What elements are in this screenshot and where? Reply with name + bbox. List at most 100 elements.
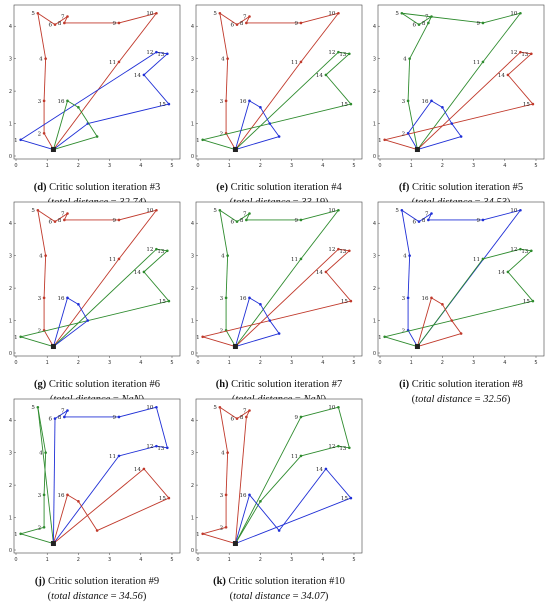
route-segment-blue [52,418,56,544]
y-tick-label: 3 [191,57,194,63]
customer-node [248,409,251,412]
customer-node [167,496,171,500]
x-tick-label: 1 [228,360,231,366]
node-label: 7 [243,408,247,414]
customer-node [235,220,239,223]
x-tick-label: 1 [410,360,413,366]
chart-panel: 0 1 2 3 4 5 0 1 2 3 4 1 2 3 4 5 6 7 8 11 12 13 10 9 16 14 15 (k) Cr… [190,398,368,602]
y-tick-label: 1 [373,122,376,128]
customer-node [259,500,262,503]
node-label: 14 [134,270,141,276]
node-label: 14 [316,467,323,473]
customer-node [349,496,353,500]
node-label: 2 [38,525,42,531]
route-segment-red [235,61,302,150]
customer-node [299,454,303,458]
chart-panel: 0 1 2 3 4 5 0 1 2 3 4 1 2 3 4 5 6 7 8 9 10 13 12 11 16 15 14 (j) Cr… [8,398,186,602]
route-segment-green [78,107,98,137]
customer-node [166,446,169,450]
customer-node [235,417,239,420]
route-segment-red [53,468,145,544]
y-tick-label: 0 [9,351,12,357]
customer-node [337,247,340,251]
customer-node [66,493,69,497]
node-label: 1 [196,532,200,538]
customer-node [44,451,47,454]
node-label: 8 [422,218,426,224]
node-label: 15 [341,102,348,108]
node-label: 8 [240,415,244,421]
node-label: 9 [112,21,116,27]
y-tick-label: 4 [191,24,194,30]
y-tick-label: 3 [373,254,376,260]
route-segment-red [37,12,56,25]
node-label: 8 [58,218,62,224]
x-tick-label: 5 [170,557,173,563]
customer-node [248,99,251,103]
route-segment-blue [260,304,271,321]
customer-node [63,21,66,25]
node-label: 10 [510,11,517,17]
customer-node [408,254,411,257]
node-label: 4 [403,57,407,63]
customer-node [519,50,522,54]
customer-node [224,296,228,300]
y-tick-label: 4 [9,221,12,227]
distance-value: 34.56 [119,591,143,602]
route-segment-green [337,407,350,448]
x-tick-label: 5 [170,163,173,169]
node-label: 7 [243,14,247,20]
route-segment-blue [235,297,250,347]
x-tick-label: 5 [534,360,537,366]
node-label: 8 [422,21,426,27]
customer-node [430,15,433,18]
node-label: 6 [49,220,53,226]
node-label: 2 [220,131,224,137]
node-label: 7 [425,14,429,20]
customer-node [63,218,66,222]
customer-node [248,296,251,300]
route-segment-blue [143,53,168,76]
node-label: 11 [473,257,480,263]
node-label: 7 [61,14,65,20]
x-tick-label: 0 [378,360,381,366]
caption-title-line: (i) Critic solution iteration #8 [372,377,550,392]
x-tick-label: 2 [441,163,444,169]
customer-node [324,73,328,77]
node-label: 1 [378,335,382,341]
route-segment-red [43,255,47,298]
chart-panel: 0 1 2 3 4 5 0 1 2 3 4 2 3 4 5 6 7 8 9 10 11 1 15 14 13 12 16 (g) Cr… [8,201,186,405]
y-tick-label: 3 [191,254,194,260]
route-segment-blue [143,74,170,105]
node-label: 4 [39,57,43,63]
customer-node [349,102,353,106]
node-label: 3 [38,296,42,302]
customer-node [259,303,262,306]
customer-node [77,106,80,109]
route-segment-blue [269,320,280,334]
panel-letter: (i) [399,379,410,390]
customer-node [349,299,353,303]
route-segment-red [219,13,229,59]
x-tick-label: 1 [46,557,49,563]
route-segment-blue [269,123,280,137]
customer-node [430,99,433,103]
node-label: 3 [220,296,224,302]
chart-panel: 0 1 2 3 4 5 0 1 2 3 4 2 3 4 5 6 7 8 9 10 11 1 15 14 13 12 16 (e) Cr… [190,4,368,208]
route-segment-green [202,139,236,150]
customer-node [218,11,222,15]
route-segment-blue [118,445,157,457]
route-segment-red [37,13,47,59]
route-segment-blue [249,494,280,531]
node-label: 1 [196,138,200,144]
customer-node [66,212,69,215]
customer-node [481,218,485,222]
route-segment-blue [407,330,418,347]
customer-node [248,212,251,215]
customer-node [117,257,121,261]
node-label: 16 [239,493,246,499]
route-segment-green [37,407,54,544]
node-label: 5 [31,405,35,411]
